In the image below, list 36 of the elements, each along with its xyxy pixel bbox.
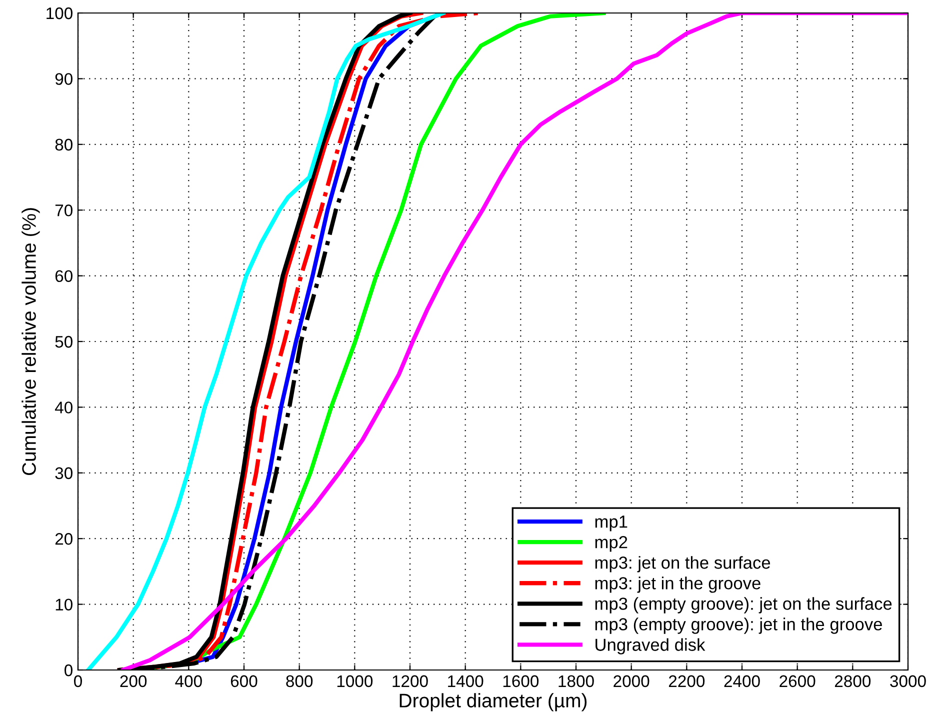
legend-label: mp1 <box>595 516 628 532</box>
legend-label: Ungraved disk <box>596 638 706 654</box>
x-tick-label: 2800 <box>834 675 871 688</box>
x-tick-label: 400 <box>175 675 202 688</box>
legend-label: mp2 <box>595 536 628 552</box>
legend-label: mp3: jet in the groove <box>595 576 760 593</box>
x-tick-label: 2200 <box>668 675 705 688</box>
y-tick-label: 60 <box>55 270 72 282</box>
y-tick-label: 30 <box>55 467 72 480</box>
y-tick-label: 90 <box>55 73 72 85</box>
y-axis-title: Cumulative relative volume (%) <box>22 208 40 476</box>
y-tick-label: 40 <box>54 402 72 414</box>
y-tick-label: 80 <box>55 138 72 151</box>
x-tick-label: 2600 <box>780 675 816 688</box>
x-axis-title: Droplet diameter (µm) <box>400 693 587 712</box>
legend-label: mp3 (empty groove): jet on the surface <box>595 597 892 614</box>
x-tick-label: 1800 <box>558 675 594 688</box>
x-tick-label: 800 <box>286 675 313 688</box>
y-tick-label: 100 <box>46 7 72 20</box>
x-tick-label: 0 <box>74 675 82 688</box>
y-tick-label: 0 <box>64 664 72 676</box>
legend-label: mp3 (empty groove): jet in the groove <box>595 618 882 634</box>
x-tick-label: 600 <box>230 675 258 688</box>
y-tick-label: 10 <box>56 598 72 611</box>
x-tick-label: 1600 <box>503 675 539 688</box>
x-tick-label: 2000 <box>614 675 650 688</box>
x-tick-label: 200 <box>120 675 147 688</box>
x-tick-label: 1400 <box>448 675 484 688</box>
y-tick-label: 70 <box>55 204 72 216</box>
x-tick-label: 1000 <box>337 675 373 688</box>
x-tick-label: 3000 <box>890 675 926 688</box>
y-tick-label: 20 <box>55 533 72 545</box>
y-tick-label: 50 <box>55 336 72 348</box>
x-tick-label: 2400 <box>724 675 760 688</box>
x-tick-label: 1200 <box>392 675 428 688</box>
legend-label: mp3: jet on the surface <box>595 556 770 572</box>
